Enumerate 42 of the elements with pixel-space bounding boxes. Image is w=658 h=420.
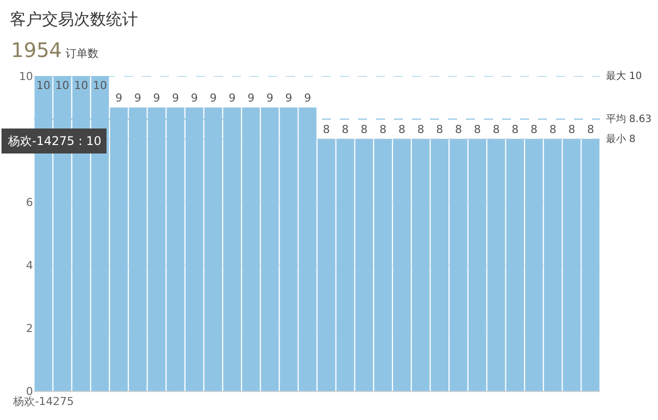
data-label: 8	[360, 123, 368, 136]
data-label: 10	[74, 79, 88, 92]
data-label: 9	[172, 92, 179, 104]
data-label: 9	[266, 92, 274, 104]
data-label: 8	[322, 123, 330, 136]
data-label: 8	[492, 123, 500, 136]
data-label: 9	[190, 92, 198, 104]
data-label: 8	[587, 123, 594, 136]
ref-line-label: 最大 10	[606, 70, 642, 82]
data-label: 8	[512, 123, 519, 136]
data-label: 9	[210, 92, 217, 104]
y-tick-label: 6	[26, 196, 33, 209]
data-label: 9	[304, 92, 312, 104]
ref-line-label: 最小 8	[606, 133, 636, 145]
data-label: 8	[455, 123, 462, 136]
data-label: 9	[285, 92, 292, 104]
y-tick-label: 4	[26, 258, 33, 272]
y-tick-label: 0	[26, 384, 33, 398]
data-label: 9	[228, 92, 236, 104]
data-label: 8	[398, 123, 406, 136]
data-label: 8	[474, 123, 481, 136]
data-label: 8	[342, 123, 349, 136]
data-label: 8	[417, 123, 424, 136]
ref-line-label: 平均 8.63	[606, 113, 652, 125]
data-label: 8	[568, 123, 576, 136]
y-tick-label: 2	[26, 322, 33, 335]
data-label: 8	[530, 123, 538, 136]
annotation: 杨欢-14275 : 10	[7, 134, 102, 148]
y-tick-label: 10	[19, 70, 33, 83]
data-label: 8	[549, 123, 556, 136]
data-label: 9	[115, 92, 122, 104]
chart-subtitle: 1954 订单数	[11, 38, 99, 62]
chart-title: 客户交易次数统计	[10, 10, 138, 29]
data-label: 10	[36, 79, 50, 92]
data-label: 8	[380, 123, 387, 136]
data-label: 10	[55, 79, 70, 92]
data-label: 9	[247, 92, 254, 104]
data-label: 8	[436, 123, 444, 136]
x-tick-label: 杨欢-14275	[12, 395, 74, 408]
data-label: 10	[93, 79, 108, 92]
data-label: 9	[153, 92, 160, 104]
data-label: 9	[134, 92, 142, 104]
